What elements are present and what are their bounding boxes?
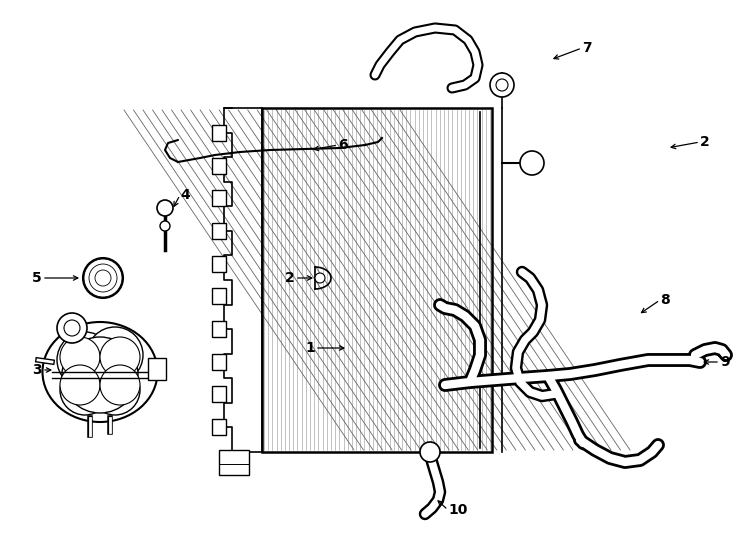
Circle shape [60, 337, 100, 377]
Bar [148, 358, 166, 380]
Bar [212, 386, 226, 402]
Circle shape [60, 365, 100, 405]
Bar [212, 321, 226, 337]
Text: 9: 9 [720, 355, 730, 369]
Bar [212, 223, 226, 239]
Bar [212, 125, 226, 141]
Bar [219, 450, 249, 475]
Bar [212, 255, 226, 272]
Circle shape [100, 365, 140, 405]
Bar [262, 108, 492, 452]
Circle shape [490, 73, 514, 97]
Bar [212, 158, 226, 174]
Circle shape [57, 332, 113, 388]
Circle shape [160, 221, 170, 231]
Text: 2: 2 [700, 135, 710, 149]
Circle shape [60, 365, 110, 415]
Text: 4: 4 [180, 188, 190, 202]
Bar [212, 288, 226, 305]
Bar [212, 354, 226, 370]
Text: 6: 6 [338, 138, 348, 152]
Text: 2: 2 [286, 271, 295, 285]
Circle shape [315, 273, 325, 283]
Bar [212, 419, 226, 435]
Circle shape [420, 442, 440, 462]
Circle shape [57, 313, 87, 343]
Text: 3: 3 [32, 363, 42, 377]
Circle shape [83, 258, 123, 298]
Text: 5: 5 [32, 271, 42, 285]
Text: 8: 8 [660, 293, 669, 307]
Text: 10: 10 [448, 503, 468, 517]
Text: 1: 1 [305, 341, 315, 355]
Text: 7: 7 [582, 41, 592, 55]
Circle shape [100, 337, 140, 377]
Bar [212, 190, 226, 206]
Circle shape [87, 327, 143, 383]
Circle shape [90, 365, 140, 415]
Circle shape [520, 151, 544, 175]
Circle shape [157, 200, 173, 216]
Circle shape [62, 337, 138, 413]
